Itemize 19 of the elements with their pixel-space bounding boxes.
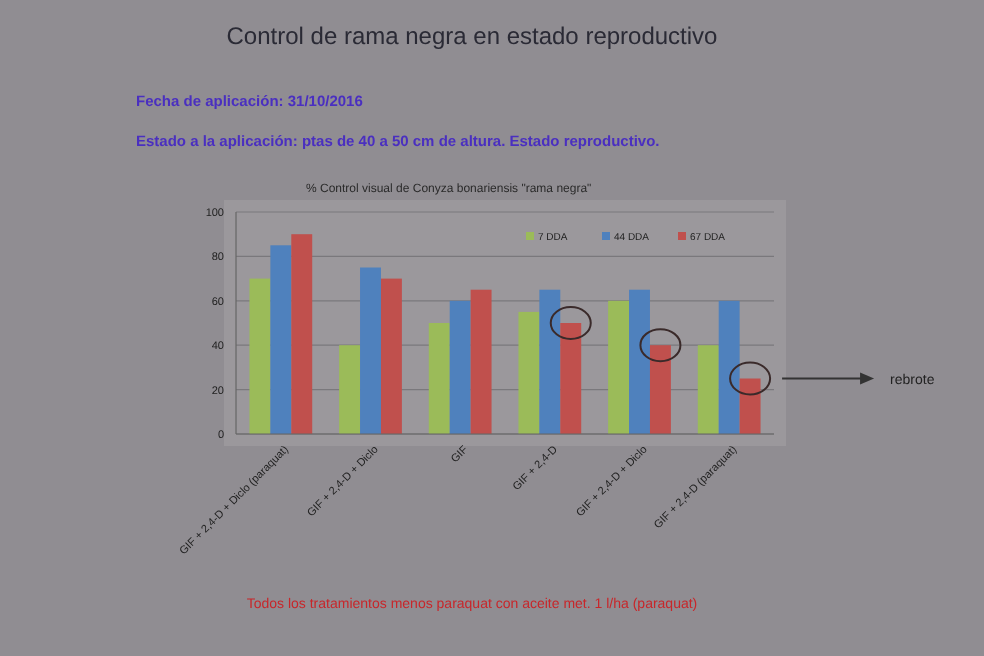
bar: [649, 345, 671, 434]
bar: [739, 378, 761, 434]
bar: [629, 289, 650, 434]
bar: [560, 323, 582, 434]
bar: [470, 289, 492, 434]
bar: [270, 245, 292, 434]
bar: [291, 234, 313, 434]
bar: [718, 300, 740, 434]
bar: [697, 345, 719, 434]
bar: [360, 267, 381, 434]
bar: [380, 278, 402, 434]
bar: [339, 345, 361, 434]
bar: [249, 278, 271, 434]
bar: [539, 289, 561, 434]
chart-title: Control de rama negra en estado reproductivo: [226, 22, 719, 50]
bar: [608, 300, 630, 434]
bar: [428, 323, 450, 434]
bar: [449, 300, 471, 434]
bar: [518, 311, 540, 434]
